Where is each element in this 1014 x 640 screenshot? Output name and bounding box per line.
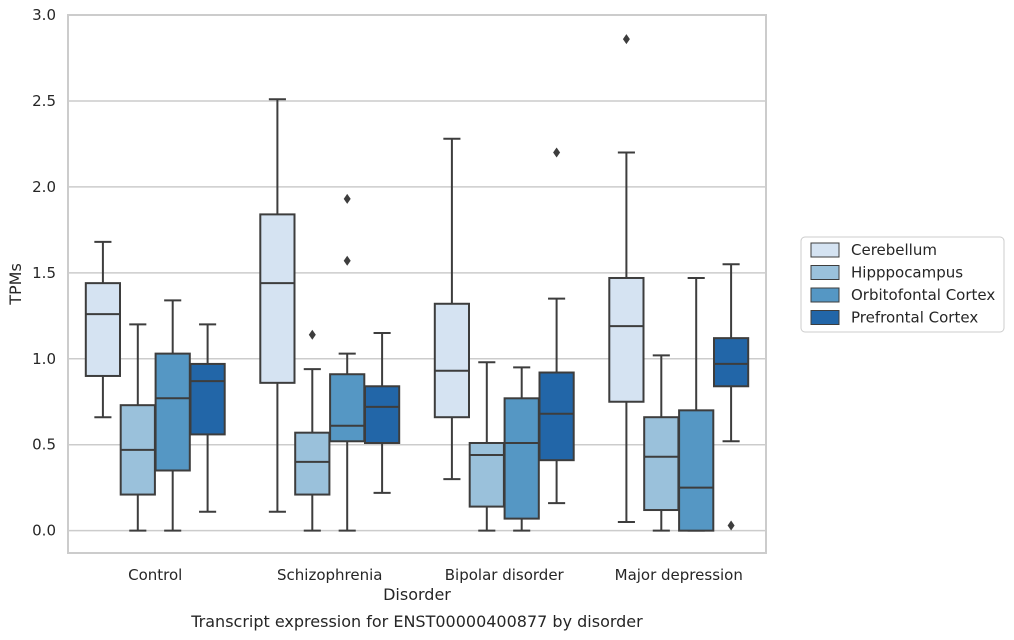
box — [294, 431, 331, 496]
chart-caption: Transcript expression for ENST0000040087… — [190, 612, 643, 631]
x-tick-label: Control — [128, 566, 182, 584]
plot-frame — [67, 14, 767, 554]
box — [189, 362, 226, 436]
y-axis-label: TPMs — [6, 263, 25, 306]
legend-frame — [800, 236, 1005, 333]
box — [468, 441, 505, 508]
y-tick-label: 2.5 — [32, 92, 56, 110]
box-group — [433, 137, 471, 481]
box — [503, 397, 540, 520]
legend: Cerebellum Hipppocampus Orbitofontal Corte… — [800, 236, 1005, 333]
x-axis-label: Disorder — [383, 585, 451, 604]
box — [84, 282, 122, 377]
legend-label: Prefrontal Cortex — [851, 309, 978, 327]
y-tick-label: 0.5 — [32, 436, 56, 454]
x-tick-label: Schizophrenia — [277, 566, 382, 584]
box — [363, 385, 401, 444]
box — [329, 373, 366, 443]
legend-swatch — [810, 310, 840, 325]
box-group — [712, 263, 750, 531]
outlier-point — [727, 520, 735, 531]
y-tick-label: 3.0 — [32, 6, 56, 24]
outlier-point — [308, 329, 316, 340]
box-group — [259, 98, 296, 513]
box-group — [154, 299, 191, 532]
legend-label: Cerebellum — [851, 241, 937, 259]
outlier-point — [343, 193, 351, 204]
box-group — [84, 240, 122, 419]
legend-swatch — [810, 287, 840, 303]
outlier-point — [343, 255, 351, 266]
legend-swatch — [810, 265, 840, 280]
box-group — [678, 276, 715, 532]
x-tick-label: Bipolar disorder — [445, 566, 565, 584]
boxes-layer — [84, 34, 750, 532]
box — [678, 409, 715, 532]
box — [154, 352, 191, 472]
legend-label: Orbitofontal Cortex — [851, 286, 995, 304]
box-group — [608, 34, 645, 524]
y-tick-label: 2.0 — [32, 178, 56, 196]
box-group — [468, 361, 505, 532]
box — [433, 302, 471, 419]
box — [643, 416, 680, 512]
y-tick-label: 1.5 — [32, 264, 56, 282]
legend-label: Hipppocampus — [851, 264, 963, 282]
y-axis-ticks: 0.0 0.5 1.0 1.5 2.0 2.5 3.0 — [32, 6, 56, 540]
box-group — [329, 193, 366, 532]
outlier-point — [553, 147, 561, 158]
box-group — [119, 323, 156, 532]
y-tick-label: 0.0 — [32, 522, 56, 540]
x-axis-ticks: Control Schizophrenia Bipolar disorder Majo… — [128, 566, 743, 584]
box — [538, 371, 575, 462]
box-group — [189, 323, 226, 513]
box — [712, 337, 750, 388]
box-group — [363, 331, 401, 494]
outlier-point — [622, 34, 630, 45]
box-group — [503, 366, 540, 532]
y-tick-label: 1.0 — [32, 350, 56, 368]
box-group — [538, 147, 575, 505]
box-group — [294, 329, 331, 532]
box — [608, 276, 645, 403]
legend-swatch — [810, 242, 840, 258]
box — [259, 213, 296, 384]
x-tick-label: Major depression — [615, 566, 743, 584]
box-group — [643, 354, 680, 532]
